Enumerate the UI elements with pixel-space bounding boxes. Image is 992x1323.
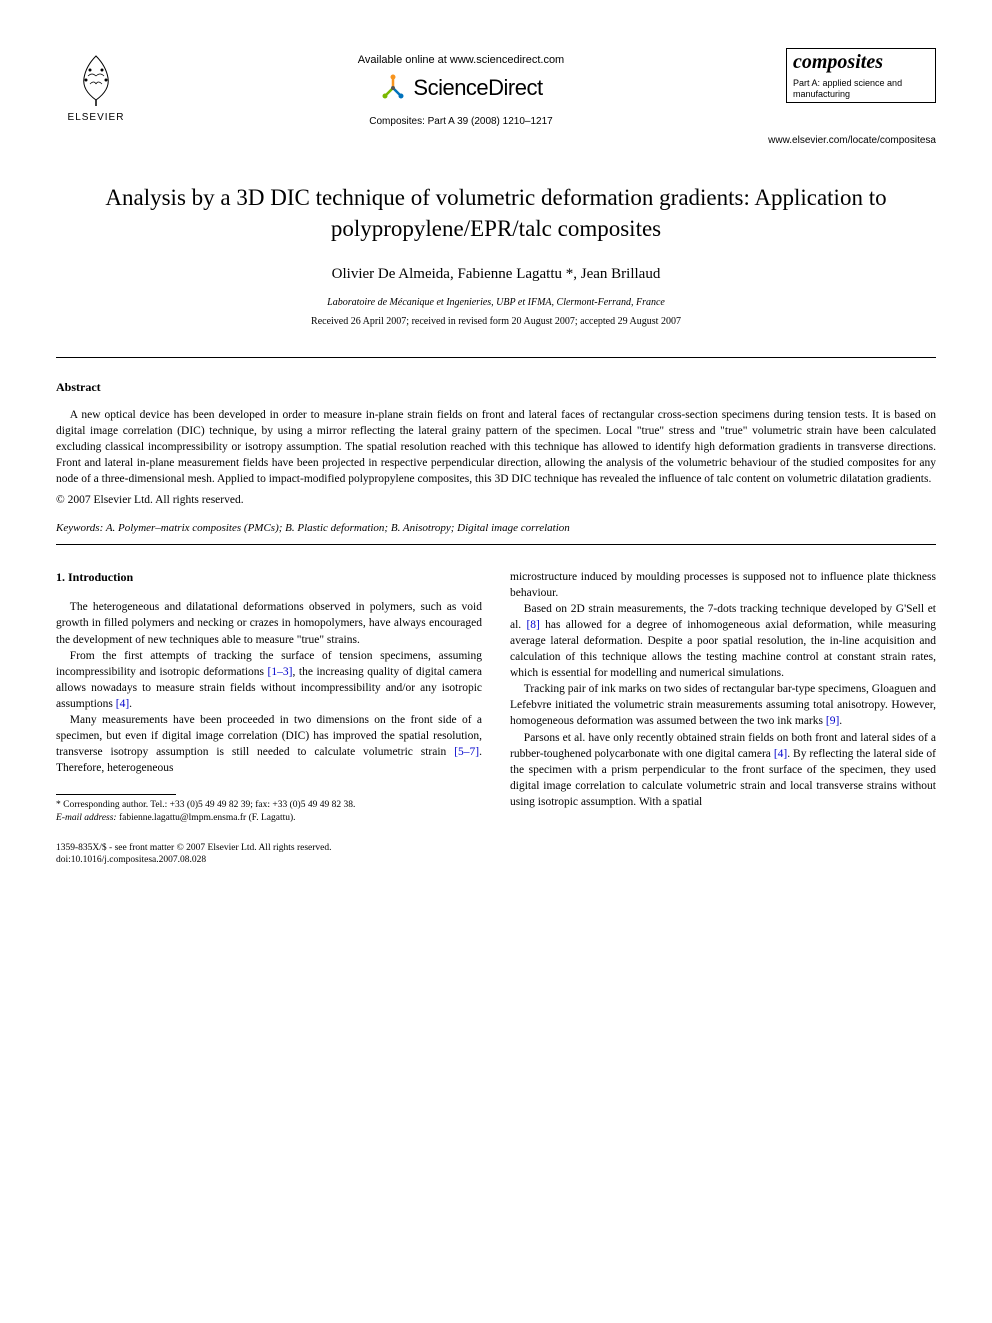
intro-p2: From the first attempts of tracking the …	[56, 648, 482, 712]
keywords-label: Keywords:	[56, 522, 103, 534]
corresponding-author-footnote: * Corresponding author. Tel.: +33 (0)5 4…	[56, 799, 482, 811]
article-dates: Received 26 April 2007; received in revi…	[56, 316, 936, 327]
email-tail: (F. Lagattu).	[249, 813, 296, 823]
ref-link-9[interactable]: [9]	[826, 715, 839, 727]
intro-right-p4: Parsons et al. have only recently obtain…	[510, 730, 936, 810]
journal-url[interactable]: www.elsevier.com/locate/compositesa	[56, 135, 936, 146]
abstract-heading: Abstract	[56, 380, 936, 395]
intro-right-p3: Tracking pair of ink marks on two sides …	[510, 681, 936, 729]
footer-line1: 1359-835X/$ - see front matter © 2007 El…	[56, 842, 482, 854]
ref-link-4b[interactable]: [4]	[774, 748, 787, 760]
footnote-rule	[56, 794, 176, 795]
sciencedirect-logo-row: ScienceDirect	[136, 74, 786, 102]
intro-right-p1: microstructure induced by moulding proce…	[510, 569, 936, 601]
divider-top	[56, 357, 936, 358]
affiliation: Laboratoire de Mécanique et Ingenieries,…	[56, 297, 936, 308]
elsevier-label: ELSEVIER	[56, 112, 136, 123]
keywords: Keywords: A. Polymer–matrix composites (…	[56, 522, 936, 534]
two-column-body: 1. Introduction The heterogeneous and di…	[56, 569, 936, 867]
center-header: Available online at www.sciencedirect.co…	[136, 48, 786, 127]
ref-link-4a[interactable]: [4]	[116, 698, 129, 710]
intro-right-p2: Based on 2D strain measurements, the 7-d…	[510, 601, 936, 681]
elsevier-tree-icon	[66, 48, 126, 108]
journal-logo: composites Part A: applied science and m…	[786, 48, 936, 103]
intro-p1: The heterogeneous and dilatational defor…	[56, 599, 482, 647]
email-address[interactable]: fabienne.lagattu@lmpm.ensma.fr	[117, 813, 249, 823]
available-online-text: Available online at www.sciencedirect.co…	[136, 54, 786, 66]
ref-link-1-3[interactable]: [1–3]	[268, 666, 293, 678]
section-heading-intro: 1. Introduction	[56, 569, 482, 586]
email-label: E-mail address:	[56, 813, 117, 823]
article-title: Analysis by a 3D DIC technique of volume…	[56, 182, 936, 244]
abstract-copyright: © 2007 Elsevier Ltd. All rights reserved…	[56, 494, 936, 506]
footer-doi: doi:10.1016/j.compositesa.2007.08.028	[56, 854, 482, 866]
ref-link-5-7[interactable]: [5–7]	[454, 746, 479, 758]
right-column: microstructure induced by moulding proce…	[510, 569, 936, 867]
authors: Olivier De Almeida, Fabienne Lagattu *, …	[56, 266, 936, 283]
divider-bottom	[56, 544, 936, 545]
ref-link-8[interactable]: [8]	[526, 619, 539, 631]
intro-p3: Many measurements have been proceeded in…	[56, 712, 482, 776]
composites-title: composites	[786, 48, 936, 76]
email-footnote: E-mail address: fabienne.lagattu@lmpm.en…	[56, 812, 482, 824]
footer-copyright: 1359-835X/$ - see front matter © 2007 El…	[56, 842, 482, 867]
sciencedirect-text: ScienceDirect	[413, 75, 542, 101]
journal-citation: Composites: Part A 39 (2008) 1210–1217	[136, 116, 786, 127]
composites-subtitle: Part A: applied science and manufacturin…	[786, 76, 936, 103]
abstract-body: A new optical device has been developed …	[56, 407, 936, 487]
keywords-text: A. Polymer–matrix composites (PMCs); B. …	[103, 522, 570, 534]
header-row: ELSEVIER Available online at www.science…	[56, 48, 936, 127]
elsevier-logo: ELSEVIER	[56, 48, 136, 123]
left-column: 1. Introduction The heterogeneous and di…	[56, 569, 482, 867]
sciencedirect-icon	[379, 74, 407, 102]
